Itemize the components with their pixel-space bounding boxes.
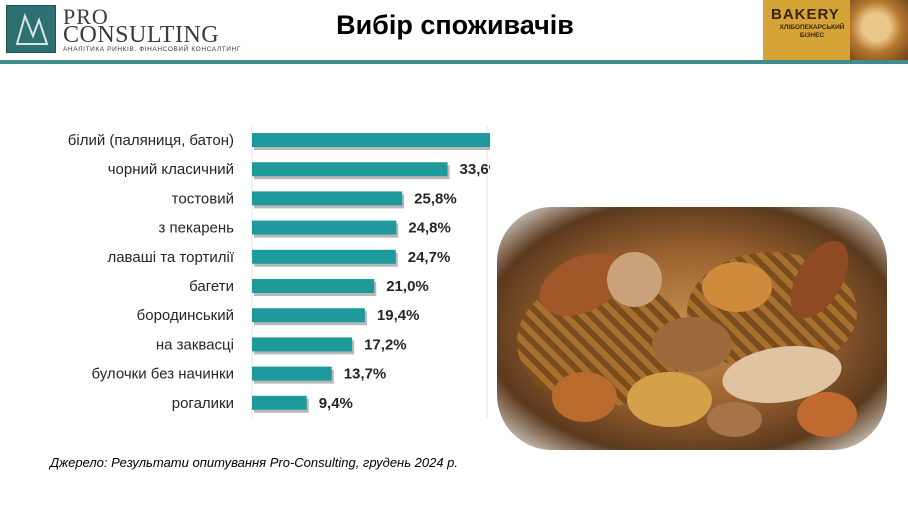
value-label: 21,0% — [386, 278, 429, 295]
category-label: тостовий — [172, 190, 234, 207]
category-label: лаваші та тортилії — [107, 249, 234, 266]
loaf — [552, 372, 617, 422]
bar — [252, 366, 332, 381]
value-label: 33,6% — [460, 161, 490, 178]
logo-consulting-text: CONSULTING — [63, 22, 220, 48]
loaf — [607, 252, 662, 307]
loaf — [627, 372, 712, 427]
loaf — [797, 392, 857, 437]
bar — [252, 308, 365, 323]
category-label: з пекарень — [158, 220, 234, 237]
bar — [252, 191, 403, 206]
category-label: бородинський — [137, 307, 234, 324]
logo-tagline: АНАЛІТИКА РИНКІВ. ФІНАНСОВИЙ КОНСАЛТИНГ — [63, 46, 241, 53]
value-label: 17,2% — [364, 336, 407, 353]
bakery-badge: BAKERY ХЛІБОПЕКАРСЬКИЙ БІЗНЕС — [763, 0, 908, 60]
badge-subtitle: ХЛІБОПЕКАРСЬКИЙ БІЗНЕС — [779, 24, 845, 39]
bar — [252, 220, 397, 235]
page-title: Вибір споживачів — [336, 10, 574, 40]
loaf — [702, 262, 772, 312]
source-note: Джерело: Результати опитування Pro-Consu… — [50, 455, 459, 470]
bread-baskets-photo — [497, 207, 887, 450]
header: PRO CONSULTING АНАЛІТИКА РИНКІВ. ФІНАНСО… — [0, 0, 908, 60]
value-label: 13,7% — [344, 366, 387, 383]
company-logo: PRO CONSULTING АНАЛІТИКА РИНКІВ. ФІНАНСО… — [6, 4, 240, 55]
value-label: 19,4% — [377, 307, 420, 324]
category-label: чорний класичний — [108, 161, 234, 178]
badge-title: BAKERY — [771, 6, 840, 23]
bar — [252, 337, 353, 352]
category-label: білий (паляниця, батон) — [68, 132, 234, 149]
value-label: 25,8% — [414, 190, 457, 207]
bar-chart: білий (паляниця, батон)49,2%чорний класи… — [68, 126, 490, 418]
category-label: рогалики — [172, 395, 234, 412]
category-label: на заквасці — [156, 336, 234, 353]
bar — [252, 133, 490, 147]
value-label: 24,7% — [408, 249, 451, 266]
logo-pro-text: PRO — [63, 4, 109, 29]
bar — [252, 395, 307, 410]
loaf — [707, 402, 762, 437]
value-label: 9,4% — [319, 395, 353, 412]
value-label: 24,8% — [408, 220, 451, 237]
logo-emblem-icon — [6, 5, 56, 53]
bar — [252, 249, 396, 264]
bar — [252, 279, 375, 293]
bread-photo-icon — [850, 0, 908, 60]
header-divider — [0, 60, 908, 64]
category-label: багети — [189, 278, 234, 295]
loaf — [652, 317, 732, 372]
category-label: булочки без начинки — [92, 366, 235, 383]
bar — [252, 162, 448, 177]
